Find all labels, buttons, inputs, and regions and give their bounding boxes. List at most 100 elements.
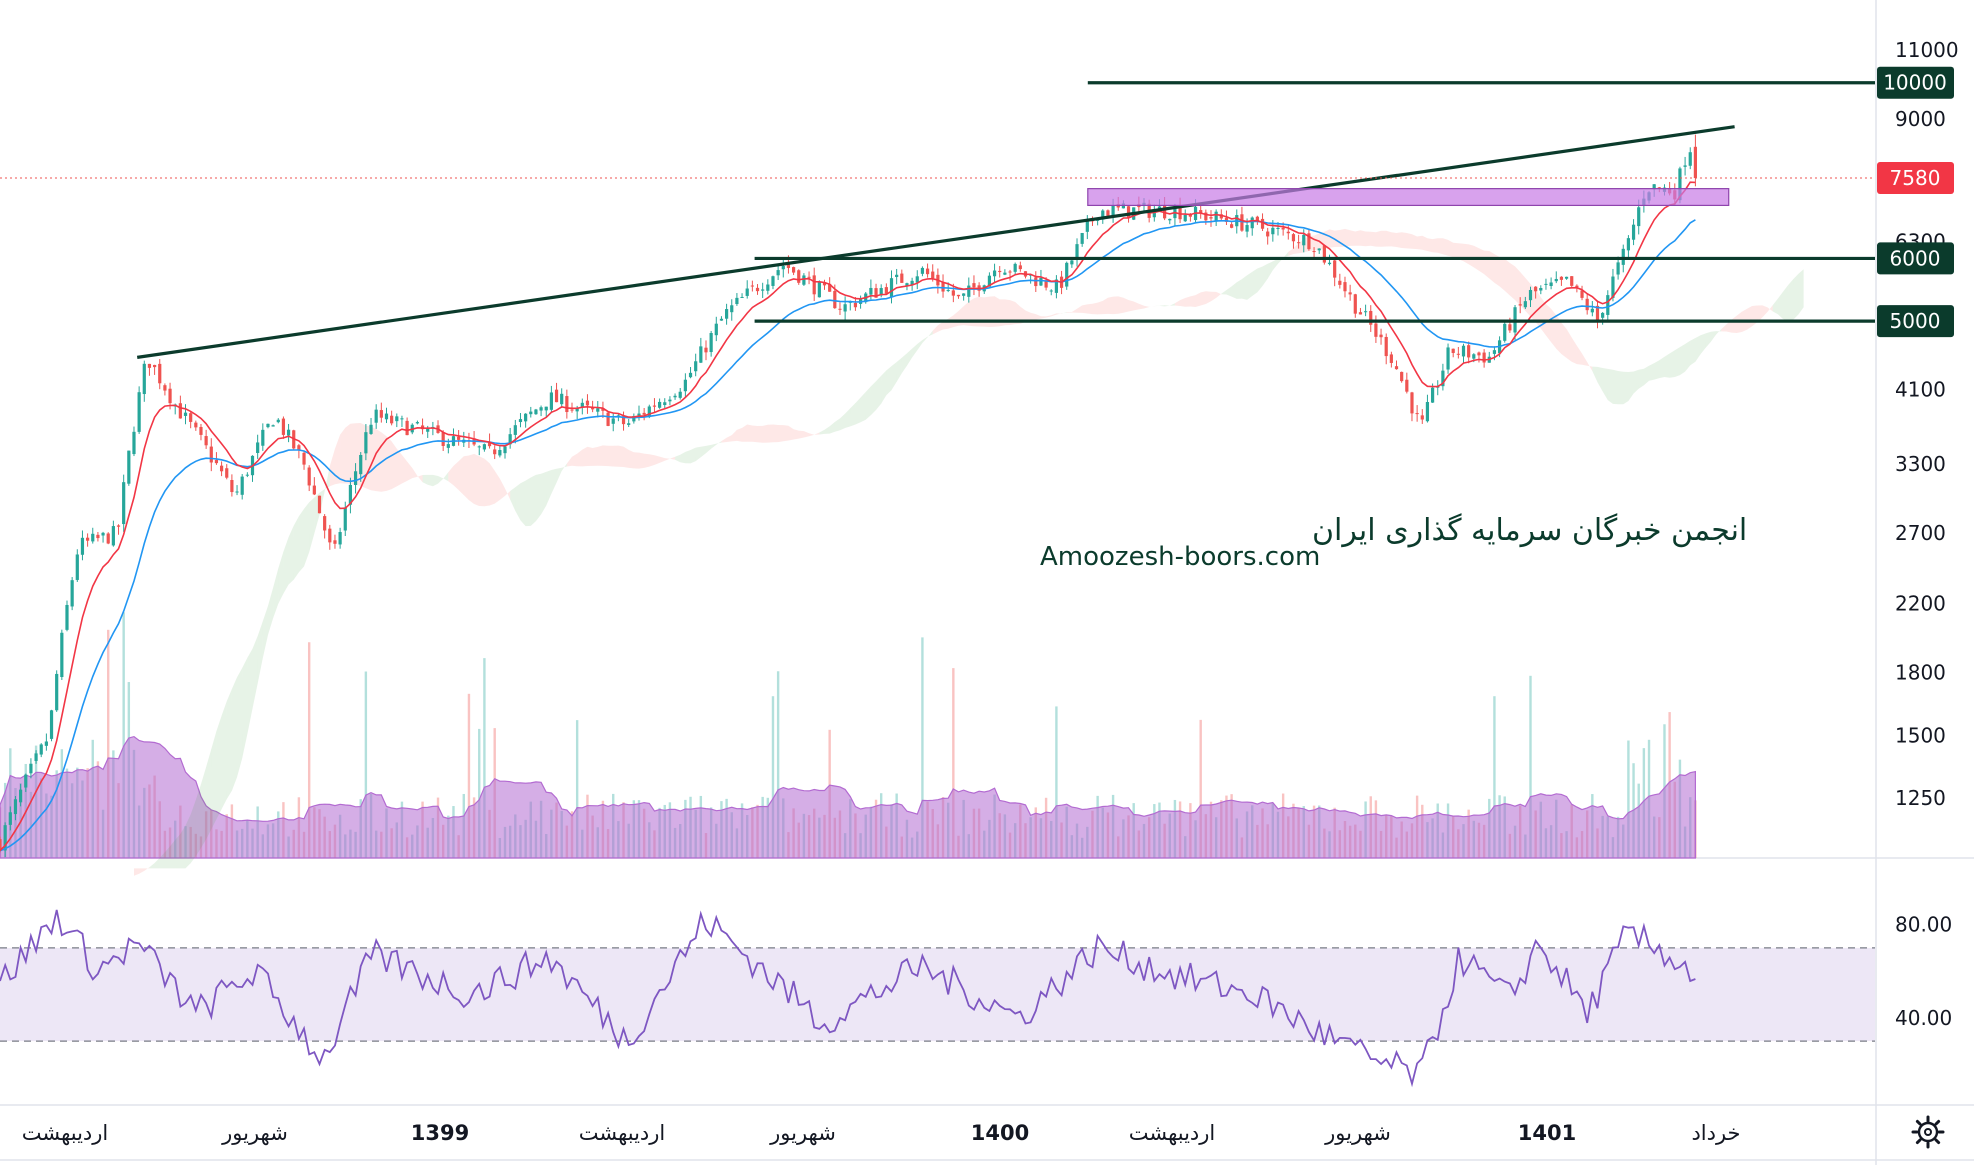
cloud-segment xyxy=(262,605,268,659)
cloud-segment xyxy=(1025,310,1031,323)
candle-body xyxy=(1250,217,1254,229)
candle-body xyxy=(1070,260,1074,265)
candle-body xyxy=(652,405,657,407)
candle-body xyxy=(225,468,229,478)
candle-body xyxy=(1400,371,1404,382)
candle-body xyxy=(1126,206,1131,218)
candle-body xyxy=(1554,278,1558,282)
cloud-segment xyxy=(731,429,737,442)
cloud-segment xyxy=(1783,285,1789,322)
cloud-segment xyxy=(463,455,469,501)
cloud-segment xyxy=(1077,305,1083,313)
price-tick-4: 3300 xyxy=(1895,452,1946,476)
volume-bar xyxy=(1199,719,1202,858)
settings-button[interactable] xyxy=(1911,1115,1945,1149)
cloud-segment xyxy=(1236,279,1242,299)
candle-body xyxy=(962,293,966,296)
cloud-segment xyxy=(974,296,980,327)
candle-body xyxy=(1539,287,1543,291)
volume-bar xyxy=(483,658,486,858)
cloud-segment xyxy=(1401,232,1407,249)
cloud-segment xyxy=(376,429,382,492)
cloud-segment xyxy=(659,456,665,463)
cloud-segment xyxy=(1788,279,1794,322)
candle-body xyxy=(60,632,64,678)
cloud-segment xyxy=(819,429,825,435)
cloud-segment xyxy=(1546,304,1552,343)
candle-body xyxy=(1327,262,1332,265)
cloud-segment xyxy=(350,423,356,485)
cloud-segment xyxy=(1035,314,1041,320)
cloud-segment xyxy=(896,357,902,382)
cloud-segment xyxy=(149,863,155,869)
cloud-segment xyxy=(664,458,670,461)
time-tick-7: شهریور xyxy=(1324,1121,1391,1145)
candle-body xyxy=(802,275,806,285)
cloud-segment xyxy=(870,381,876,416)
price-tick-3: 4100 xyxy=(1895,377,1946,401)
cloud-segment xyxy=(917,340,923,351)
cloud-segment xyxy=(597,445,603,466)
cloud-segment xyxy=(1241,275,1248,300)
candle-body xyxy=(1683,165,1687,167)
candle-body xyxy=(1230,224,1234,228)
candle-body xyxy=(1534,286,1538,292)
candle-body xyxy=(441,432,445,446)
candle-body xyxy=(1451,348,1455,353)
candle-body xyxy=(122,482,126,525)
candle-body xyxy=(1389,354,1393,363)
cloud-segment xyxy=(190,800,196,864)
cloud-segment xyxy=(1540,297,1546,336)
candle-body xyxy=(80,537,85,555)
candle-body xyxy=(730,305,734,313)
cloud-segment xyxy=(716,441,722,445)
candle-body xyxy=(1363,311,1368,313)
candle-body xyxy=(1637,207,1641,227)
gear-icon[interactable] xyxy=(1911,1115,1945,1149)
cloud-segment xyxy=(979,296,985,327)
cloud-segment xyxy=(185,814,191,869)
cloud-segment xyxy=(901,353,907,374)
candle-body xyxy=(498,450,502,456)
candle-body xyxy=(529,411,533,415)
cloud-segment xyxy=(798,430,804,439)
cloud-segment xyxy=(247,648,253,734)
candle-body xyxy=(833,290,837,309)
cloud-segment xyxy=(1479,248,1485,275)
cloud-segment xyxy=(1396,232,1402,248)
candle-body xyxy=(755,287,760,292)
candle-body xyxy=(487,441,492,447)
cloud-segment xyxy=(1355,230,1361,246)
candle-body xyxy=(477,446,481,448)
cloud-segment xyxy=(845,408,851,428)
volume-bars xyxy=(0,612,1697,859)
cloud-segment xyxy=(1293,243,1299,254)
cloud-segment xyxy=(886,366,892,396)
cloud-segment xyxy=(1123,297,1129,313)
candle-body xyxy=(426,428,430,432)
cloud-segment xyxy=(268,587,274,635)
candle-body xyxy=(1204,212,1208,221)
cloud-segment xyxy=(1391,232,1397,247)
candle-body xyxy=(168,388,172,404)
candle-body xyxy=(400,418,404,420)
candle-body xyxy=(384,413,389,420)
cloud-segment xyxy=(1757,305,1763,323)
candle-body xyxy=(920,267,925,274)
candle-body xyxy=(869,287,873,295)
cloud-segment xyxy=(1618,371,1624,405)
candle-body xyxy=(189,413,193,422)
candle-body xyxy=(297,445,301,451)
cloud-segment xyxy=(494,470,500,504)
cloud-segment xyxy=(1726,319,1732,333)
cloud-segment xyxy=(1437,238,1443,255)
candle-body xyxy=(13,799,18,815)
cloud-segment xyxy=(994,296,1000,327)
candle-body xyxy=(1606,295,1610,315)
candle-body xyxy=(1528,289,1533,301)
candle-body xyxy=(838,308,842,310)
candle-body xyxy=(127,450,131,484)
drawings[interactable] xyxy=(0,81,1875,359)
candle-body xyxy=(1065,262,1069,287)
